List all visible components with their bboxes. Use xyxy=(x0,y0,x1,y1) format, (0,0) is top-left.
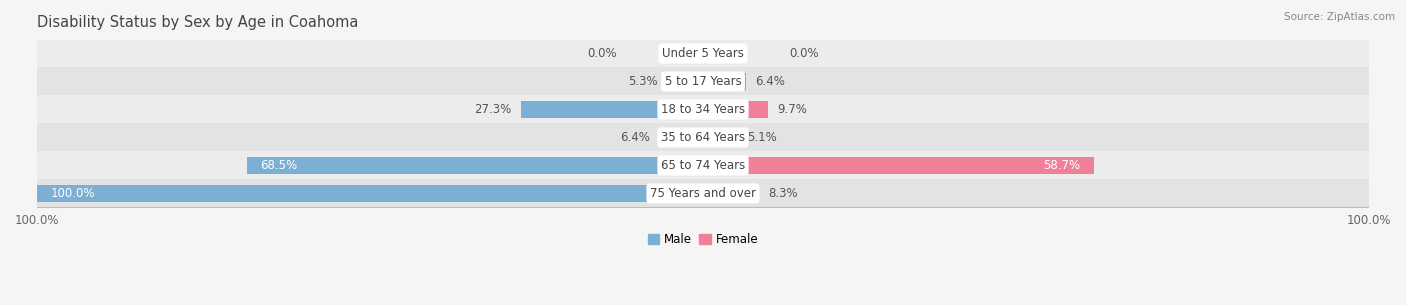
Bar xyxy=(37,40,1369,67)
Text: 8.3%: 8.3% xyxy=(768,187,797,200)
Bar xyxy=(37,179,1369,207)
Text: 0.0%: 0.0% xyxy=(586,47,616,60)
Bar xyxy=(668,73,703,90)
Text: 65 to 74 Years: 65 to 74 Years xyxy=(661,159,745,172)
Bar xyxy=(37,124,1369,152)
Text: 18 to 34 Years: 18 to 34 Years xyxy=(661,103,745,116)
Bar xyxy=(247,157,703,174)
Text: 5.3%: 5.3% xyxy=(628,75,658,88)
Bar xyxy=(703,157,1094,174)
Bar xyxy=(37,95,1369,124)
Text: 27.3%: 27.3% xyxy=(474,103,512,116)
Text: 75 Years and over: 75 Years and over xyxy=(650,187,756,200)
Bar xyxy=(703,185,758,202)
Text: 68.5%: 68.5% xyxy=(260,159,298,172)
Text: 9.7%: 9.7% xyxy=(778,103,807,116)
Bar xyxy=(703,73,745,90)
Text: 6.4%: 6.4% xyxy=(620,131,651,144)
Text: 0.0%: 0.0% xyxy=(790,47,820,60)
Text: Disability Status by Sex by Age in Coahoma: Disability Status by Sex by Age in Coaho… xyxy=(37,15,359,30)
Text: 5 to 17 Years: 5 to 17 Years xyxy=(665,75,741,88)
Text: 35 to 64 Years: 35 to 64 Years xyxy=(661,131,745,144)
Text: Under 5 Years: Under 5 Years xyxy=(662,47,744,60)
Bar xyxy=(661,129,703,146)
Legend: Male, Female: Male, Female xyxy=(643,228,763,251)
Text: 100.0%: 100.0% xyxy=(51,187,96,200)
Bar xyxy=(703,101,768,118)
Bar xyxy=(522,101,703,118)
Bar xyxy=(703,129,737,146)
Text: 58.7%: 58.7% xyxy=(1043,159,1080,172)
Bar xyxy=(37,152,1369,179)
Text: 5.1%: 5.1% xyxy=(747,131,776,144)
Text: 6.4%: 6.4% xyxy=(755,75,786,88)
Bar xyxy=(37,185,703,202)
Text: Source: ZipAtlas.com: Source: ZipAtlas.com xyxy=(1284,12,1395,22)
Bar xyxy=(37,67,1369,95)
